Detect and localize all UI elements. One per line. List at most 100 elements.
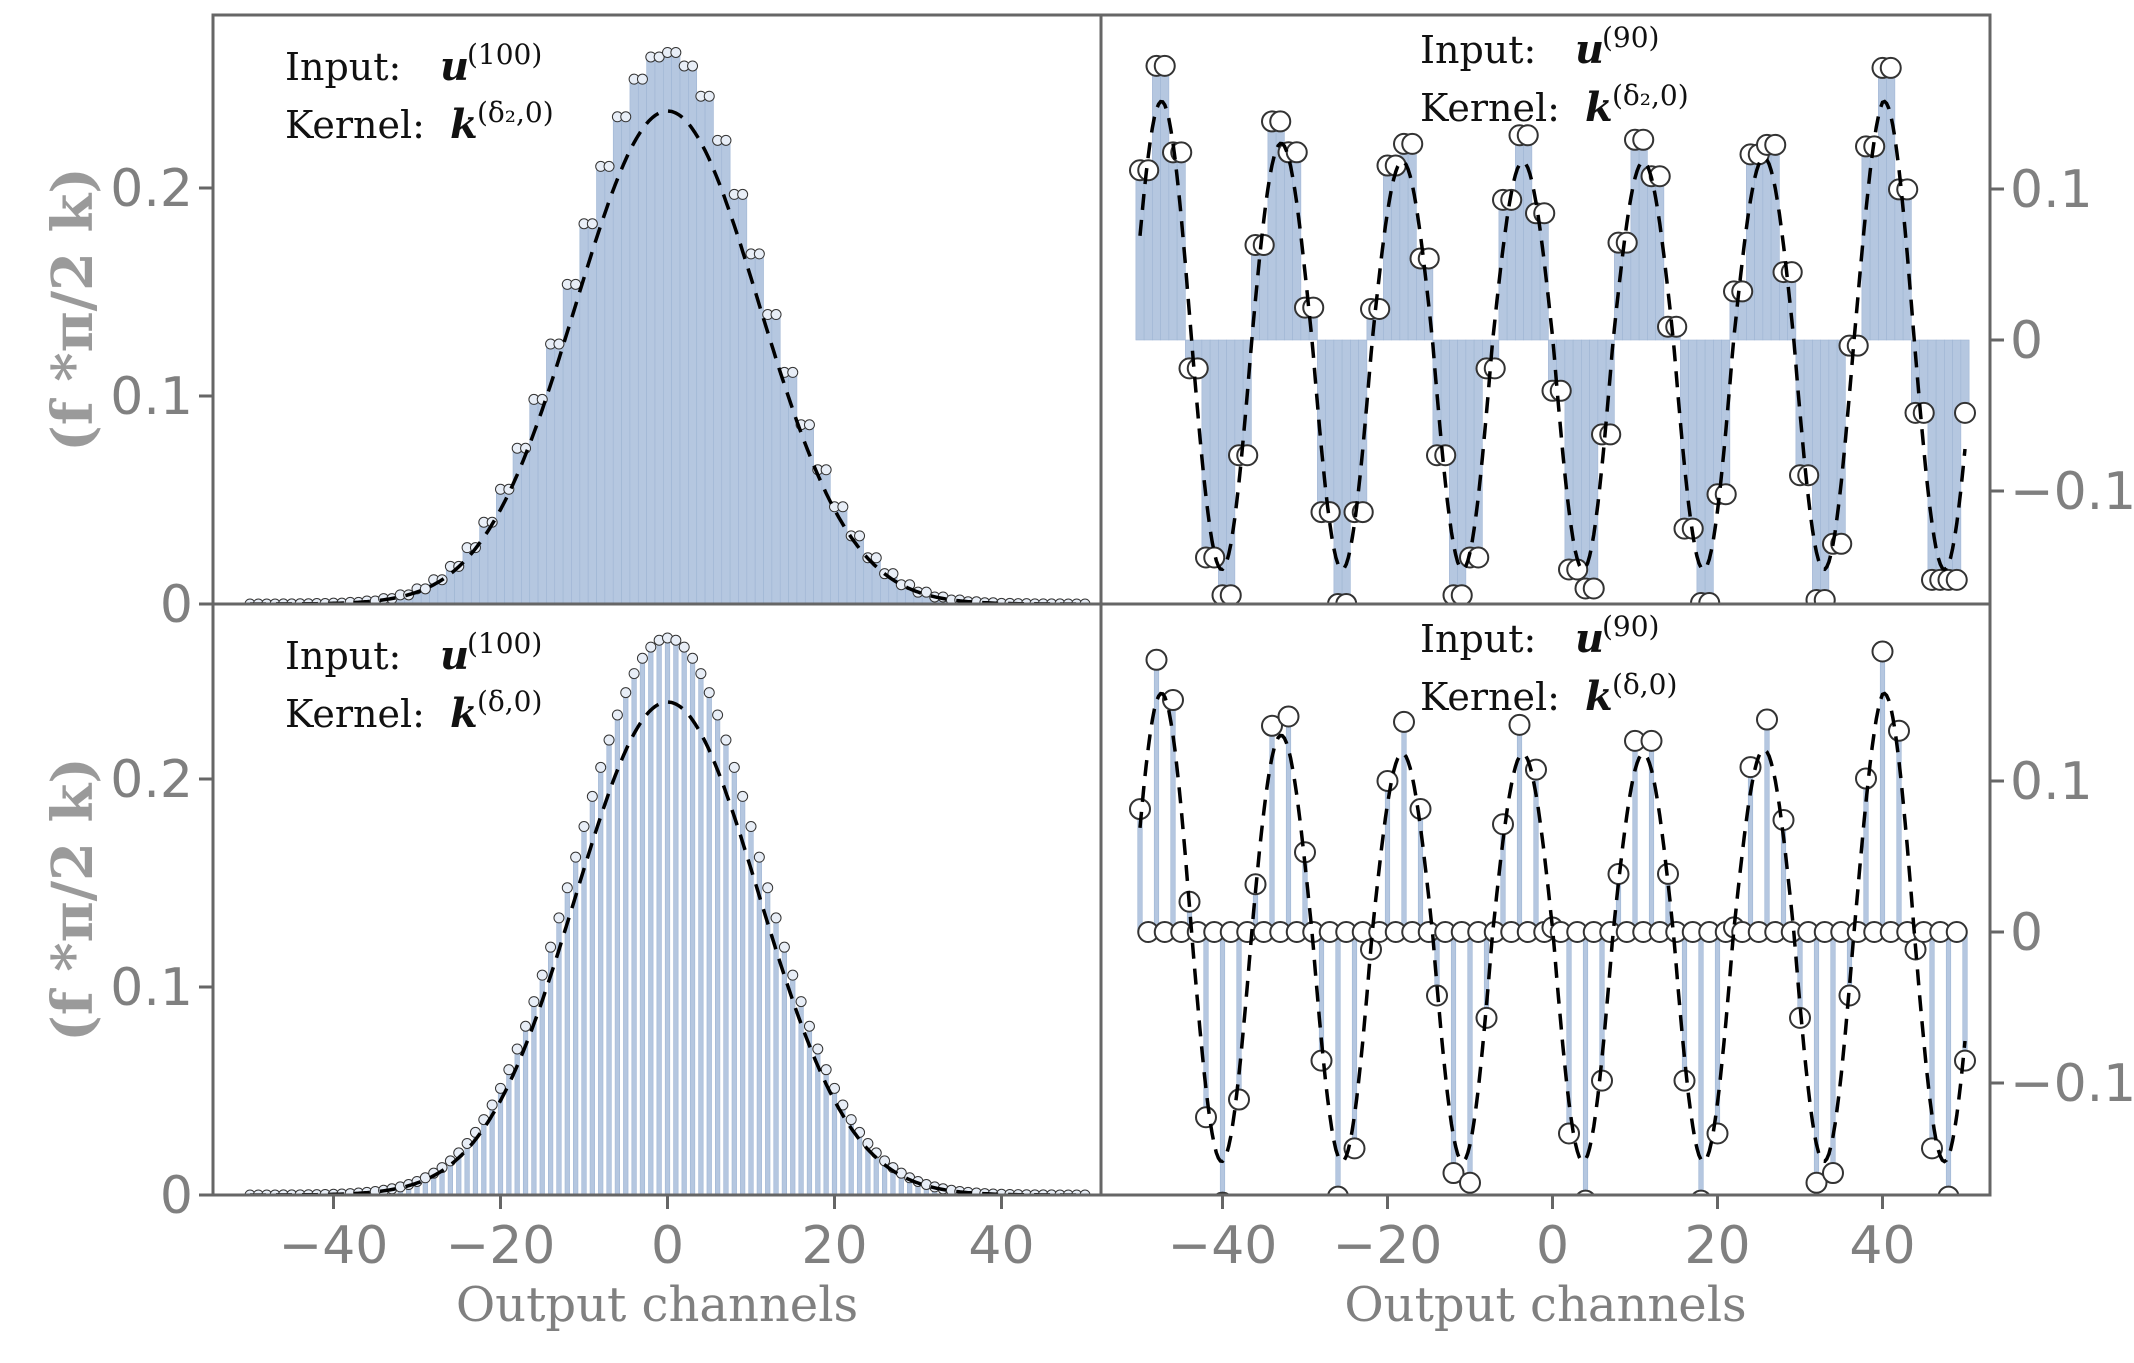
- bar: [1746, 154, 1755, 341]
- marker: [1813, 589, 1836, 604]
- annotation-input-label: Input:: [285, 45, 401, 89]
- bar: [637, 78, 647, 604]
- annotation: Input: u(100) Kernel: k (δ₂,0): [285, 38, 554, 148]
- annotation-input-symbol: u: [1575, 26, 1604, 73]
- bar: [1351, 931, 1358, 1149]
- bar: [1770, 144, 1780, 341]
- y-tick-label: 0.1: [2010, 752, 2093, 812]
- bar: [830, 506, 839, 604]
- marker: [1822, 1162, 1844, 1185]
- annotation-input-label: Input:: [1420, 617, 1536, 661]
- annotation-input-label: Input:: [285, 634, 401, 678]
- marker: [1153, 54, 1176, 77]
- bar: [1234, 339, 1244, 456]
- bar: [1896, 730, 1902, 933]
- marker: [586, 218, 598, 230]
- annotation-kernel-symbol: k: [450, 101, 478, 148]
- marker: [595, 761, 607, 773]
- bar: [504, 488, 514, 604]
- marker: [1945, 921, 1968, 943]
- bar: [1531, 212, 1541, 341]
- bar: [748, 826, 754, 1195]
- panel-bottom-right: −0.1 0 0.1 −40 −20 0 20 40 Output channels Input:…: [1099, 602, 2134, 1333]
- marker: [1558, 1122, 1580, 1145]
- bar: [1622, 242, 1632, 341]
- bar: [623, 692, 629, 1195]
- marker: [511, 1043, 523, 1055]
- bar: [462, 547, 472, 604]
- marker: [687, 652, 699, 664]
- marker: [1195, 1106, 1217, 1129]
- marker: [1310, 1049, 1333, 1072]
- bar: [1762, 144, 1772, 341]
- annotation-kernel-label: Kernel:: [285, 692, 425, 736]
- bar: [539, 974, 545, 1195]
- bars: [322, 637, 1013, 1195]
- bar: [564, 887, 570, 1195]
- bars: [1135, 65, 1970, 604]
- bars: [329, 52, 1015, 604]
- bar: [1170, 699, 1176, 933]
- bar: [756, 856, 762, 1195]
- marker: [1492, 813, 1514, 836]
- marker: [1714, 483, 1737, 506]
- marker: [653, 51, 665, 63]
- annotation-kernel-sup: (δ₂,0): [477, 96, 554, 129]
- marker: [570, 851, 582, 863]
- marker: [1805, 1171, 1828, 1194]
- marker: [1459, 1171, 1481, 1194]
- marker: [1772, 808, 1795, 831]
- y-axis-label: (f *π/2 k): [40, 757, 106, 1042]
- bar: [689, 657, 696, 1195]
- bar: [521, 447, 531, 604]
- marker: [1640, 729, 1663, 752]
- bar: [1465, 339, 1475, 558]
- marker: [803, 419, 815, 431]
- bar: [1935, 339, 1945, 581]
- bar: [606, 739, 612, 1195]
- bar: [1209, 339, 1219, 558]
- bar: [1572, 339, 1582, 570]
- bar: [663, 52, 672, 604]
- bar: [537, 399, 547, 604]
- bar: [648, 646, 654, 1195]
- bar: [571, 284, 581, 604]
- bar: [1581, 339, 1590, 589]
- marker: [1401, 132, 1424, 155]
- annotation-kernel-symbol: k: [1585, 84, 1613, 131]
- bar: [721, 140, 731, 604]
- marker: [1434, 444, 1457, 467]
- marker: [795, 996, 807, 1008]
- bar: [706, 692, 712, 1195]
- x-tick-label: 40: [968, 1216, 1034, 1276]
- bar: [646, 56, 656, 604]
- bar: [1929, 931, 1935, 1149]
- marker: [787, 366, 799, 378]
- bar: [1333, 339, 1343, 604]
- bar: [573, 856, 579, 1195]
- marker: [1912, 401, 1935, 424]
- marker: [1731, 280, 1754, 303]
- marker: [603, 734, 615, 746]
- bar: [813, 469, 823, 604]
- marker: [1269, 110, 1292, 133]
- marker: [545, 941, 557, 953]
- x-tick-label: 20: [1684, 1216, 1750, 1276]
- panel-top-right: −0.1 0 0.1 Input: u(90) Kernel: k (δ₂,0): [1099, 13, 2134, 606]
- marker: [636, 652, 648, 664]
- bar: [1515, 134, 1524, 341]
- bar: [479, 521, 489, 604]
- marker: [553, 338, 565, 350]
- bars: [1137, 651, 1968, 1195]
- x-tick-label: 0: [651, 1216, 684, 1276]
- bar: [763, 314, 773, 604]
- annotation-kernel-sup: (δ,0): [477, 685, 542, 718]
- marker: [620, 687, 632, 699]
- marker: [1376, 769, 1399, 792]
- marker: [611, 709, 623, 721]
- marker: [1261, 714, 1283, 737]
- bar: [639, 657, 646, 1195]
- marker: [486, 1099, 498, 1111]
- panel-top-left: 0 0.1 0.2(f *π/2 k) Input: u(100) Kernel: k (δ₂…: [40, 13, 1103, 635]
- bar: [604, 166, 614, 604]
